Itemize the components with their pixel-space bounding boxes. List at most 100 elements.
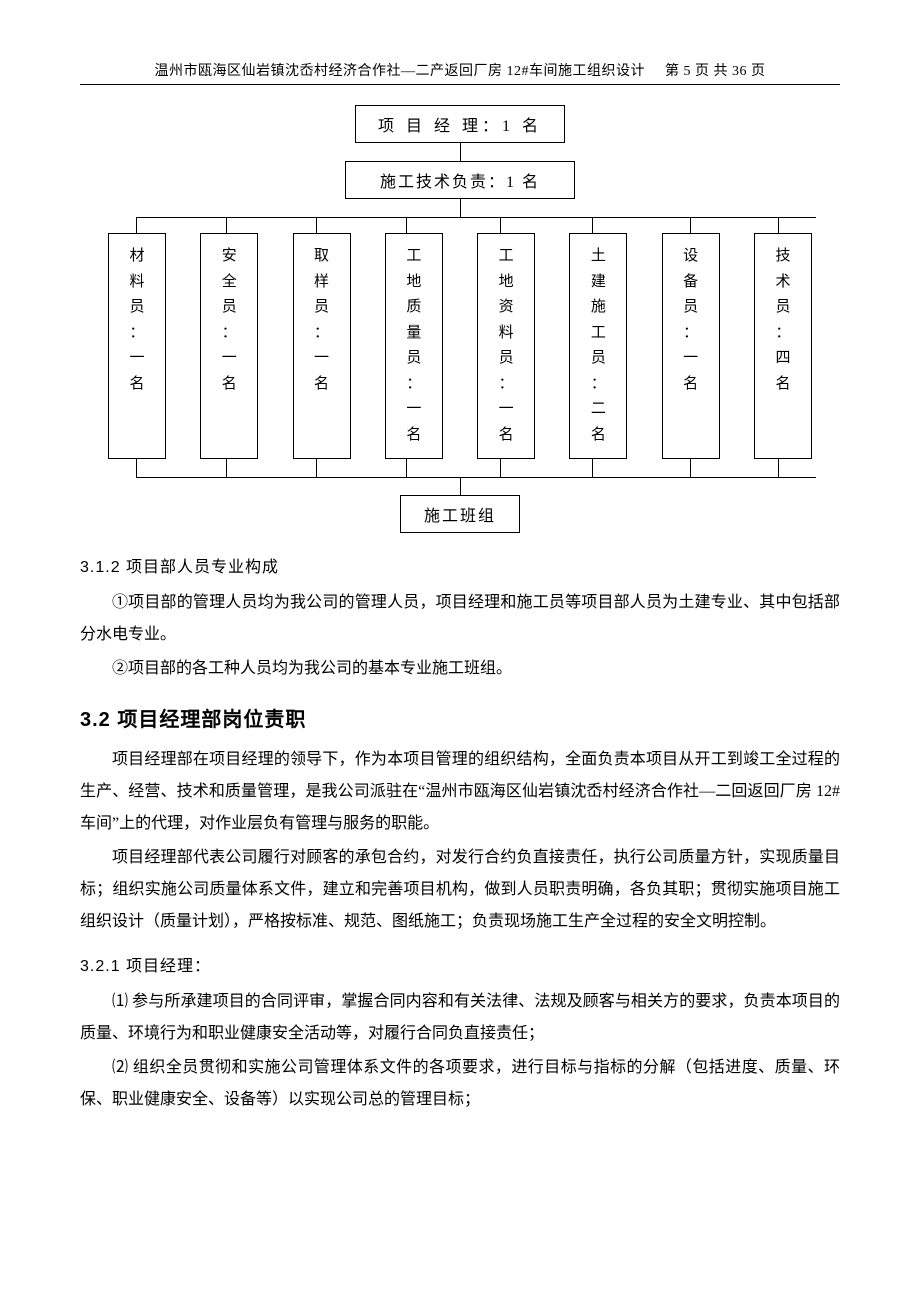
org-connector-line bbox=[778, 217, 779, 233]
org-role-char: 地 bbox=[499, 270, 514, 296]
org-connector-line bbox=[592, 217, 593, 233]
org-role-box: 工地资料员：一名 bbox=[477, 233, 535, 459]
org-chart: 项 目 经 理：1 名 施工技术负责：1 名 材料员：一名安全员：一名取样员：一… bbox=[100, 105, 820, 533]
org-role-char: 质 bbox=[406, 295, 421, 321]
org-role-char: 一 bbox=[129, 346, 144, 372]
org-bottom-box: 施工班组 bbox=[400, 495, 520, 533]
org-connector-line bbox=[316, 459, 317, 477]
org-role-char: 材 bbox=[129, 244, 144, 270]
org-role-char: 名 bbox=[591, 423, 606, 449]
org-role-char: ： bbox=[406, 372, 421, 398]
org-role-char: 名 bbox=[775, 372, 790, 398]
org-role-char: 员 bbox=[222, 295, 237, 321]
org-role-char: 设 bbox=[683, 244, 698, 270]
org-role-char: 名 bbox=[129, 372, 144, 398]
org-role-char: 名 bbox=[222, 372, 237, 398]
org-role-char: 取 bbox=[314, 244, 329, 270]
org-connector-line bbox=[460, 477, 461, 495]
org-role-char: 一 bbox=[406, 397, 421, 423]
org-connector-line bbox=[136, 217, 137, 233]
org-roles-row: 材料员：一名安全员：一名取样员：一名工地质量员：一名工地资料员：一名土建施工员：… bbox=[100, 233, 820, 459]
org-role-char: 样 bbox=[314, 270, 329, 296]
org-role-char: 术 bbox=[775, 270, 790, 296]
org-role-char: ： bbox=[683, 321, 698, 347]
heading-3-2: 3.2 项目经理部岗位责职 bbox=[80, 703, 840, 732]
org-connector-line bbox=[226, 459, 227, 477]
header-title: 温州市瓯海区仙岩镇沈岙村经济合作社—二产返回厂房 12#车间施工组织设计 bbox=[155, 64, 646, 79]
org-connector-line bbox=[592, 459, 593, 477]
org-role-char: 员 bbox=[775, 295, 790, 321]
org-role-char: ： bbox=[129, 321, 144, 347]
org-connector-line bbox=[690, 217, 691, 233]
org-role-box: 取样员：一名 bbox=[293, 233, 351, 459]
paragraph: ⑵ 组织全员贯彻和实施公司管理体系文件的各项要求，进行目标与指标的分解（包括进度… bbox=[80, 1052, 840, 1116]
org-connector-bottom bbox=[100, 459, 820, 495]
org-role-char: 员 bbox=[406, 346, 421, 372]
org-connector-line bbox=[690, 459, 691, 477]
page-header: 温州市瓯海区仙岩镇沈岙村经济合作社—二产返回厂房 12#车间施工组织设计 第 5… bbox=[80, 60, 840, 85]
org-role-char: 工 bbox=[406, 244, 421, 270]
org-role-char: 一 bbox=[222, 346, 237, 372]
org-connector-line bbox=[406, 459, 407, 477]
paragraph: ②项目部的各工种人员均为我公司的基本专业施工班组。 bbox=[80, 653, 840, 685]
org-role-char: ： bbox=[591, 372, 606, 398]
org-role-char: 员 bbox=[591, 346, 606, 372]
heading-3-1-2: 3.1.2 项目部人员专业构成 bbox=[80, 553, 840, 577]
org-role-char: 工 bbox=[591, 321, 606, 347]
org-role-box: 工地质量员：一名 bbox=[385, 233, 443, 459]
org-role-char: 料 bbox=[129, 270, 144, 296]
org-role-char: 量 bbox=[406, 321, 421, 347]
org-role-char: 员 bbox=[683, 295, 698, 321]
org-connector-line bbox=[136, 459, 137, 477]
org-role-char: 员 bbox=[499, 346, 514, 372]
org-role-char: 一 bbox=[499, 397, 514, 423]
org-connector-line bbox=[500, 459, 501, 477]
org-role-char: 技 bbox=[775, 244, 790, 270]
org-role-char: 全 bbox=[222, 270, 237, 296]
org-role-box: 土建施工员：二名 bbox=[569, 233, 627, 459]
org-connector-line bbox=[406, 217, 407, 233]
paragraph: 项目经理部代表公司履行对顾客的承包合约，对发行合约负直接责任，执行公司质量方针，… bbox=[80, 842, 840, 938]
org-role-char: 名 bbox=[314, 372, 329, 398]
org-role-char: ： bbox=[222, 321, 237, 347]
org-role-char: 地 bbox=[406, 270, 421, 296]
org-role-char: 名 bbox=[406, 423, 421, 449]
org-role-box: 安全员：一名 bbox=[200, 233, 258, 459]
org-role-char: 员 bbox=[129, 295, 144, 321]
org-role-char: 安 bbox=[222, 244, 237, 270]
org-connector-line bbox=[136, 217, 816, 218]
org-role-char: 建 bbox=[591, 270, 606, 296]
paragraph: ①项目部的管理人员均为我公司的管理人员，项目经理和施工员等项目部人员为土建专业、… bbox=[80, 587, 840, 651]
org-connector-line bbox=[226, 217, 227, 233]
org-connector-line bbox=[136, 477, 816, 478]
org-role-char: 名 bbox=[683, 372, 698, 398]
org-role-box: 材料员：一名 bbox=[108, 233, 166, 459]
org-role-char: 料 bbox=[499, 321, 514, 347]
org-role-char: 工 bbox=[499, 244, 514, 270]
org-top-box: 项 目 经 理：1 名 bbox=[355, 105, 565, 143]
org-role-char: 施 bbox=[591, 295, 606, 321]
org-role-char: 四 bbox=[775, 346, 790, 372]
org-role-char: 资 bbox=[499, 295, 514, 321]
org-role-char: ： bbox=[499, 372, 514, 398]
org-role-char: 员 bbox=[314, 295, 329, 321]
org-role-char: 名 bbox=[499, 423, 514, 449]
org-role-char: 备 bbox=[683, 270, 698, 296]
org-role-char: ： bbox=[775, 321, 790, 347]
org-role-char: 二 bbox=[591, 397, 606, 423]
org-connector-top bbox=[100, 199, 820, 233]
org-role-char: 土 bbox=[591, 244, 606, 270]
paragraph: ⑴ 参与所承建项目的合同评审，掌握合同内容和有关法律、法规及顾客与相关方的要求，… bbox=[80, 986, 840, 1050]
org-role-char: ： bbox=[314, 321, 329, 347]
org-connector-line bbox=[778, 459, 779, 477]
paragraph: 项目经理部在项目经理的领导下，作为本项目管理的组织结构，全面负责本项目从开工到竣… bbox=[80, 744, 840, 840]
org-connector-line bbox=[460, 199, 461, 217]
org-connector-line bbox=[500, 217, 501, 233]
heading-3-2-1: 3.2.1 项目经理： bbox=[80, 952, 840, 976]
org-connector-line bbox=[460, 143, 461, 161]
org-second-box: 施工技术负责：1 名 bbox=[345, 161, 575, 199]
org-role-char: 一 bbox=[314, 346, 329, 372]
org-role-box: 技术员：四名 bbox=[754, 233, 812, 459]
org-connector-line bbox=[316, 217, 317, 233]
page-info: 第 5 页 共 36 页 bbox=[665, 64, 766, 79]
